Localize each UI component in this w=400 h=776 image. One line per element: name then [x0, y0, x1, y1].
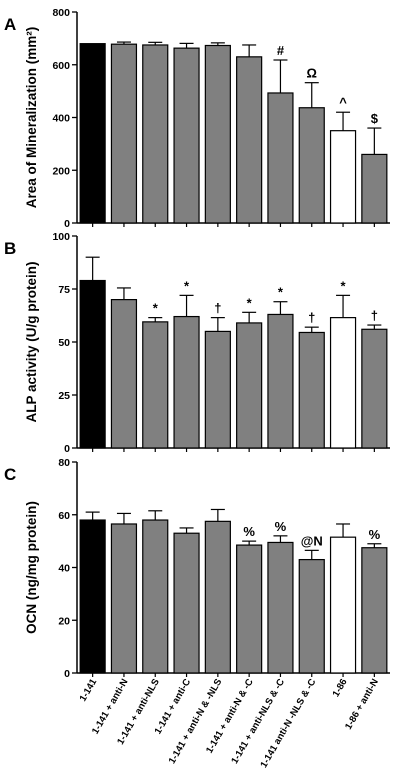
bar — [236, 322, 263, 449]
y-axis-label: Area of Mineralization (mm²) — [24, 27, 39, 209]
bar — [267, 541, 294, 674]
bar — [267, 92, 294, 224]
bar — [267, 313, 294, 449]
bar — [298, 331, 325, 449]
y-tick-label: 25 — [58, 390, 70, 402]
bar — [236, 544, 263, 674]
significance-marker: % — [369, 527, 381, 542]
significance-marker: Ω — [307, 66, 317, 81]
significance-marker: † — [308, 310, 315, 325]
bar — [173, 315, 200, 449]
x-tick-label: 1-86 — [331, 677, 350, 699]
significance-marker: $ — [371, 111, 379, 126]
significance-marker: # — [277, 43, 285, 58]
bar — [204, 44, 231, 224]
y-tick-label: 20 — [58, 615, 70, 627]
y-tick-label: 0 — [64, 668, 70, 680]
bar — [79, 43, 106, 224]
panel-letter: B — [4, 239, 16, 258]
panel-letter: A — [4, 15, 16, 34]
y-tick-label: 400 — [52, 113, 70, 125]
y-tick-label: 0 — [64, 218, 70, 230]
y-tick-label: 100 — [52, 231, 70, 243]
y-tick-label: 50 — [58, 337, 70, 349]
bar — [329, 317, 357, 449]
bar — [329, 130, 357, 224]
bar — [361, 328, 388, 449]
bar — [236, 56, 263, 224]
bar — [361, 153, 388, 224]
y-tick-label: 60 — [58, 510, 70, 522]
chart-panel-b: B ALP activity (U/g protein) 0 25 50 75 100 * * †… — [4, 231, 390, 455]
significance-marker: * — [278, 285, 284, 300]
bar — [79, 519, 106, 674]
bar — [298, 107, 325, 224]
bar — [173, 47, 200, 224]
y-tick-label: 40 — [58, 563, 70, 575]
bar — [298, 558, 325, 674]
y-axis-label: ALP activity (U/g protein) — [24, 261, 39, 422]
significance-marker: * — [341, 278, 347, 293]
significance-marker: * — [153, 301, 159, 316]
significance-marker: ^ — [339, 95, 347, 110]
bar — [110, 523, 138, 674]
y-tick-label: 200 — [52, 165, 70, 177]
bar — [142, 519, 169, 674]
y-tick-label: 800 — [52, 7, 70, 19]
y-axis-label: OCN (ng/mg protein) — [24, 501, 39, 634]
panel-letter: C — [4, 465, 16, 484]
y-tick-label: 80 — [58, 457, 70, 469]
significance-marker: * — [247, 295, 253, 310]
y-tick-label: 0 — [64, 443, 70, 455]
bar — [110, 299, 138, 449]
y-tick-label: 600 — [52, 60, 70, 72]
significance-marker: * — [184, 278, 190, 293]
bar — [173, 532, 200, 674]
significance-marker: † — [371, 308, 378, 323]
y-tick-label: 75 — [58, 284, 70, 296]
x-tick-label: 1-86 + anti-N — [343, 677, 381, 732]
chart-panel-a: A Area of Mineralization (mm²) 0 200 400 600 8… — [4, 7, 390, 230]
significance-marker: % — [243, 524, 255, 539]
x-tick-label: 1-141 — [78, 676, 100, 703]
x-tick-label: 1-141 anti-N -NLS & -C — [258, 677, 318, 770]
chart-panel-c: C OCN (ng/mg protein) 0 20 40 60 80% % @N% — [4, 457, 390, 680]
bar — [329, 536, 357, 674]
bar — [142, 321, 169, 449]
bar — [142, 44, 169, 224]
bar — [79, 279, 106, 449]
bar — [361, 547, 388, 674]
bar — [110, 43, 138, 224]
bar — [204, 520, 231, 674]
significance-marker: % — [275, 519, 287, 534]
significance-marker: @N — [301, 533, 323, 548]
bar — [204, 330, 231, 449]
significance-marker: † — [214, 301, 221, 316]
